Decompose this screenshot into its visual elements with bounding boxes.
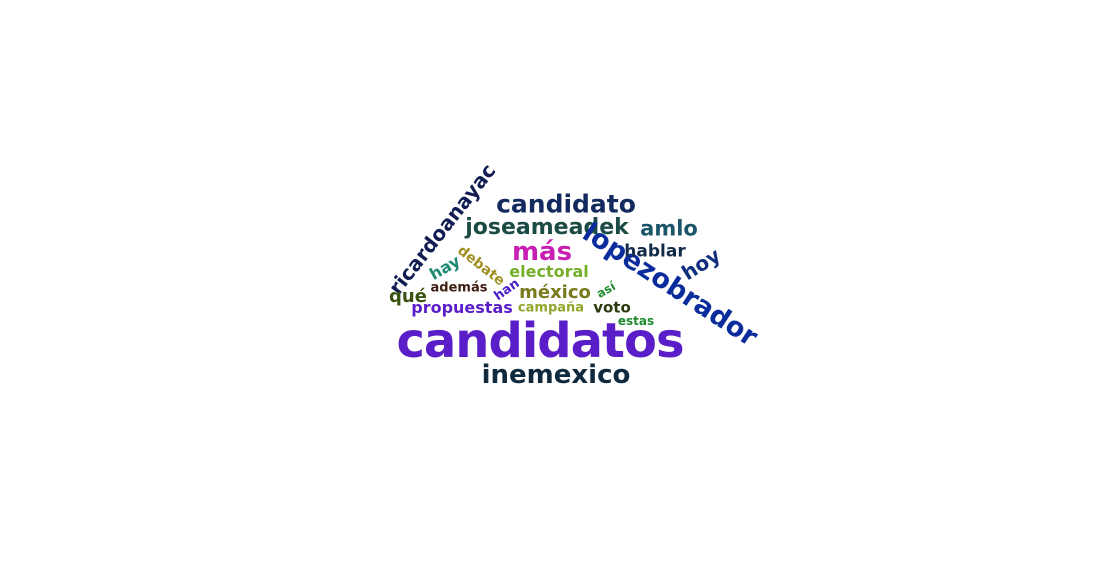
- word-candidato: candidato: [496, 189, 636, 219]
- word-que: qué: [389, 286, 427, 307]
- word-inemexico: inemexico: [481, 360, 631, 390]
- word-joseameadek: joseameadek: [465, 215, 629, 240]
- word-asi: así: [594, 279, 618, 301]
- word-propuestas: propuestas: [411, 298, 513, 317]
- word-voto: voto: [593, 298, 631, 317]
- word-hablar: hablar: [624, 241, 686, 262]
- word-amlo: amlo: [640, 216, 698, 241]
- word-candidatos: candidatos: [396, 313, 684, 369]
- word-estas: estas: [617, 314, 655, 328]
- word-mexico: méxico: [519, 282, 591, 303]
- word-electoral: electoral: [509, 262, 589, 281]
- word-mas: más: [511, 237, 573, 267]
- word-campana: campaña: [517, 300, 585, 316]
- word-ademas: además: [430, 280, 488, 296]
